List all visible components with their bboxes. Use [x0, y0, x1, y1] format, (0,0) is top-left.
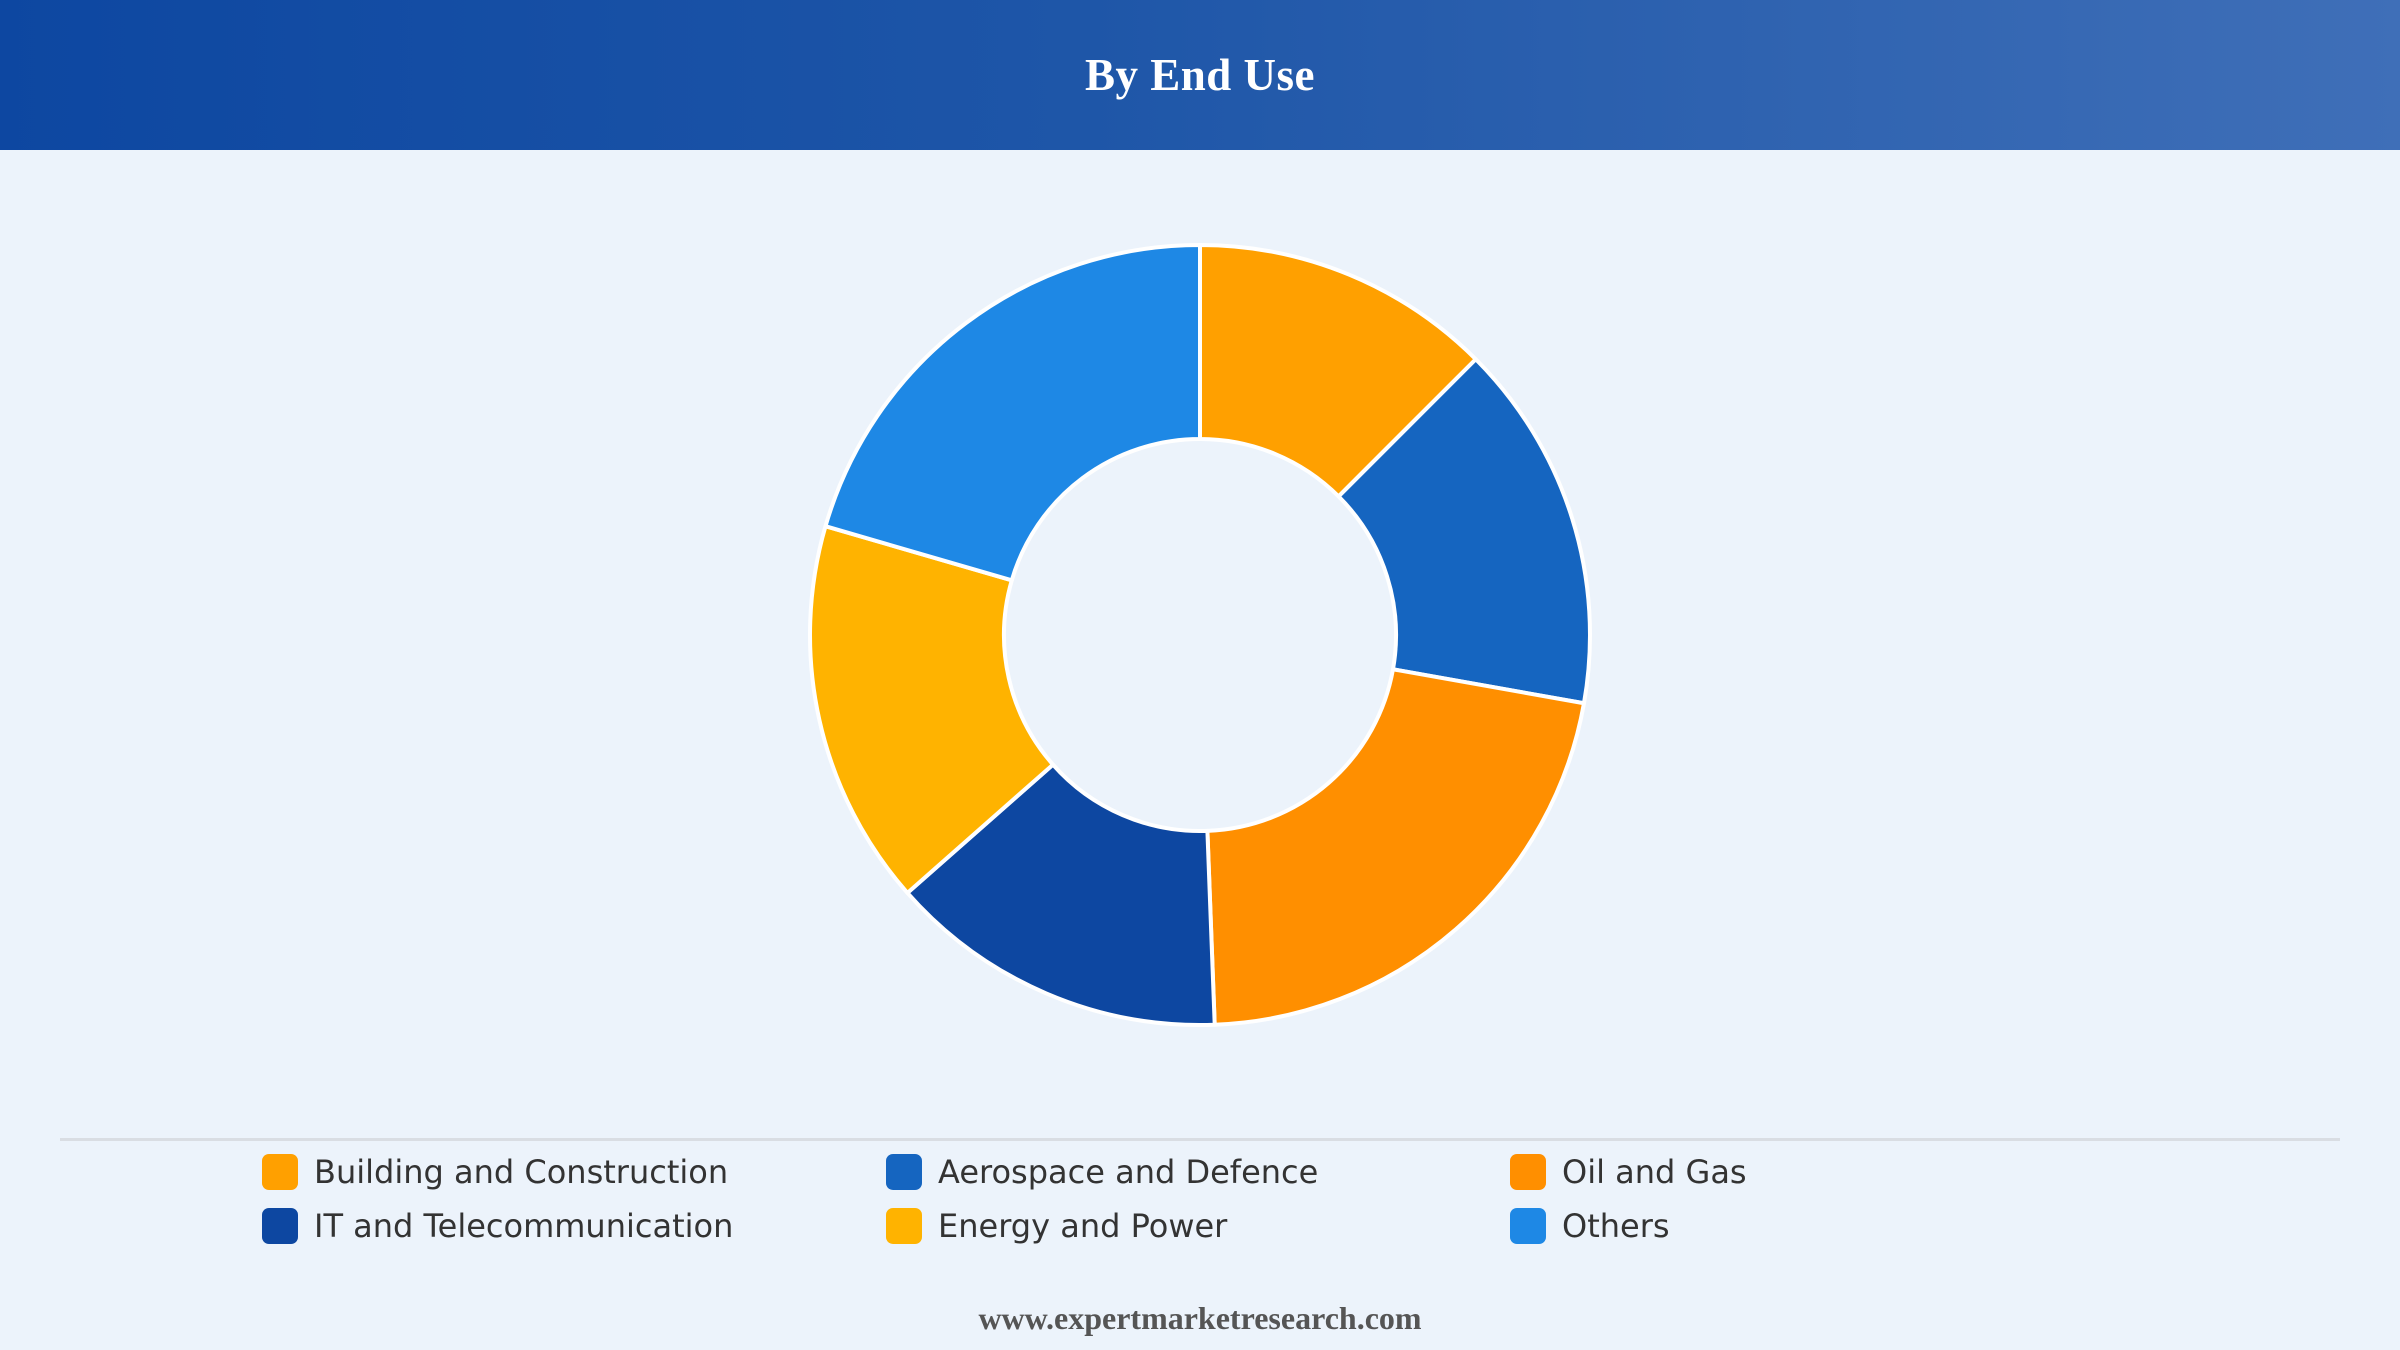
chart-header: By End Use — [0, 0, 2400, 150]
legend-swatch — [886, 1154, 922, 1190]
legend-label: IT and Telecommunication — [314, 1207, 734, 1245]
source-website: www.expertmarketresearch.com — [978, 1300, 1422, 1336]
legend-label: Aerospace and Defence — [938, 1153, 1319, 1191]
legend-swatch — [1510, 1208, 1546, 1244]
slice-energy-and-power — [808, 524, 1055, 895]
donut-slices — [808, 243, 1592, 1027]
legend-label: Others — [1562, 1207, 1670, 1245]
chart-title: By End Use — [1084, 50, 1316, 100]
legend-item-energy-and-power: Energy and Power — [886, 1206, 1510, 1246]
legend-swatch — [262, 1154, 298, 1190]
legend-item-others: Others — [1510, 1206, 2134, 1246]
legend-item-building-and-construction: Building and Construction — [262, 1152, 886, 1192]
slice-building-and-construction — [1198, 243, 1478, 499]
slice-aerospace-and-defence — [1336, 357, 1592, 706]
legend-label: Oil and Gas — [1562, 1153, 1747, 1191]
legend-swatch — [886, 1208, 922, 1244]
legend-swatch — [262, 1208, 298, 1244]
legend-swatch — [1510, 1154, 1546, 1190]
chart-legend: Building and Construction Aerospace and D… — [262, 1152, 2162, 1246]
legend-item-oil-and-gas: Oil and Gas — [1510, 1152, 2134, 1192]
legend-item-aerospace-and-defence: Aerospace and Defence — [886, 1152, 1510, 1192]
legend-item-it-and-telecommunication: IT and Telecommunication — [262, 1206, 886, 1246]
legend-label: Energy and Power — [938, 1207, 1228, 1245]
slice-it-and-telecommunication — [905, 762, 1217, 1027]
legend-divider — [60, 1138, 2340, 1141]
slice-oil-and-gas — [1205, 667, 1586, 1027]
legend-label: Building and Construction — [314, 1153, 729, 1191]
slice-others — [823, 243, 1202, 583]
